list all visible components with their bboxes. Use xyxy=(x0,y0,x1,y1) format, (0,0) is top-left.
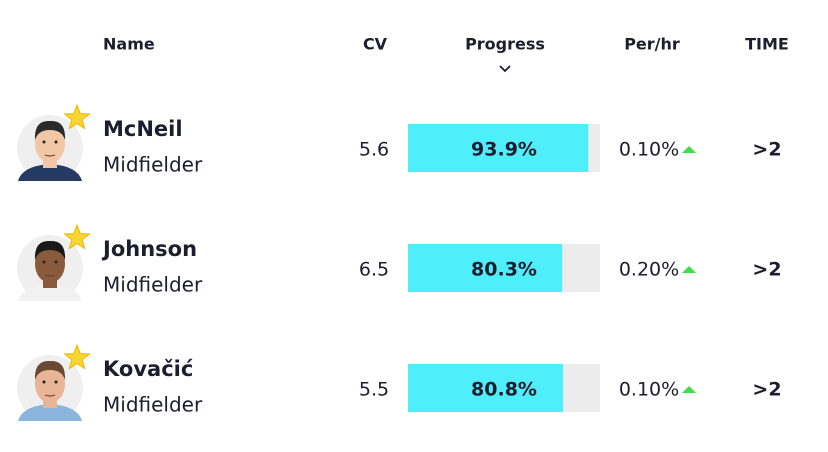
player-position: Midfielder xyxy=(103,153,203,177)
trend-up-icon xyxy=(682,266,696,273)
cv-value: 6.5 xyxy=(359,259,389,281)
header-cv[interactable]: CV xyxy=(363,35,388,54)
avatar-shirt xyxy=(18,404,82,421)
avatar-eye xyxy=(54,140,58,144)
header-per-hr[interactable]: Per/hr xyxy=(624,35,680,54)
avatar-eye xyxy=(54,260,58,264)
player-name: Kovačić xyxy=(103,357,193,381)
avatar-face xyxy=(35,245,65,283)
avatar-shirt xyxy=(18,164,82,181)
progress-fill xyxy=(408,364,564,412)
per-hr-value: 0.10% xyxy=(619,139,679,161)
header-progress[interactable]: Progress xyxy=(465,35,545,54)
player-row: McNeil Midfielder 5.6 93.9% 0.10% >2 xyxy=(17,103,782,181)
avatar-eye xyxy=(42,140,46,144)
trend-up-icon xyxy=(682,146,696,153)
avatar-eye xyxy=(42,260,46,264)
star-icon xyxy=(63,103,91,130)
avatar-hair xyxy=(34,240,66,260)
avatar-shirt xyxy=(18,284,82,301)
player-row: Johnson Midfielder 6.5 80.3% 0.20% >2 xyxy=(17,223,782,301)
progress-label: 93.9% xyxy=(471,139,537,161)
player-position: Midfielder xyxy=(103,273,203,297)
cv-value: 5.5 xyxy=(359,379,389,401)
player-row: Kovačić Midfielder 5.5 80.8% 0.10% >2 xyxy=(17,343,782,421)
avatar-eye xyxy=(42,380,46,384)
sort-chevron[interactable] xyxy=(499,65,511,73)
header-time[interactable]: TIME xyxy=(745,35,789,54)
per-hr-value: 0.20% xyxy=(619,259,679,281)
avatar-face xyxy=(35,365,65,403)
time-value: >2 xyxy=(752,139,781,161)
star-icon xyxy=(63,343,91,370)
progress-label: 80.8% xyxy=(471,379,537,401)
avatar-hair xyxy=(34,120,66,140)
avatar-hair xyxy=(34,360,66,380)
player-name: Johnson xyxy=(101,237,197,261)
progress-fill xyxy=(408,124,589,172)
time-value: >2 xyxy=(752,379,781,401)
avatar-mouth xyxy=(44,394,56,397)
avatar-eye xyxy=(54,380,58,384)
time-value: >2 xyxy=(752,259,781,281)
per-hr-value: 0.10% xyxy=(619,379,679,401)
star-icon xyxy=(63,223,91,250)
avatar-mouth xyxy=(44,274,56,277)
trend-up-icon xyxy=(682,386,696,393)
player-position: Midfielder xyxy=(103,393,203,417)
avatar-mouth xyxy=(44,154,56,157)
progress-label: 80.3% xyxy=(471,259,537,281)
avatar-face xyxy=(35,125,65,163)
cv-value: 5.6 xyxy=(359,139,389,161)
header-name: Name xyxy=(103,35,155,54)
player-name: McNeil xyxy=(103,117,183,141)
progress-fill xyxy=(408,244,563,292)
